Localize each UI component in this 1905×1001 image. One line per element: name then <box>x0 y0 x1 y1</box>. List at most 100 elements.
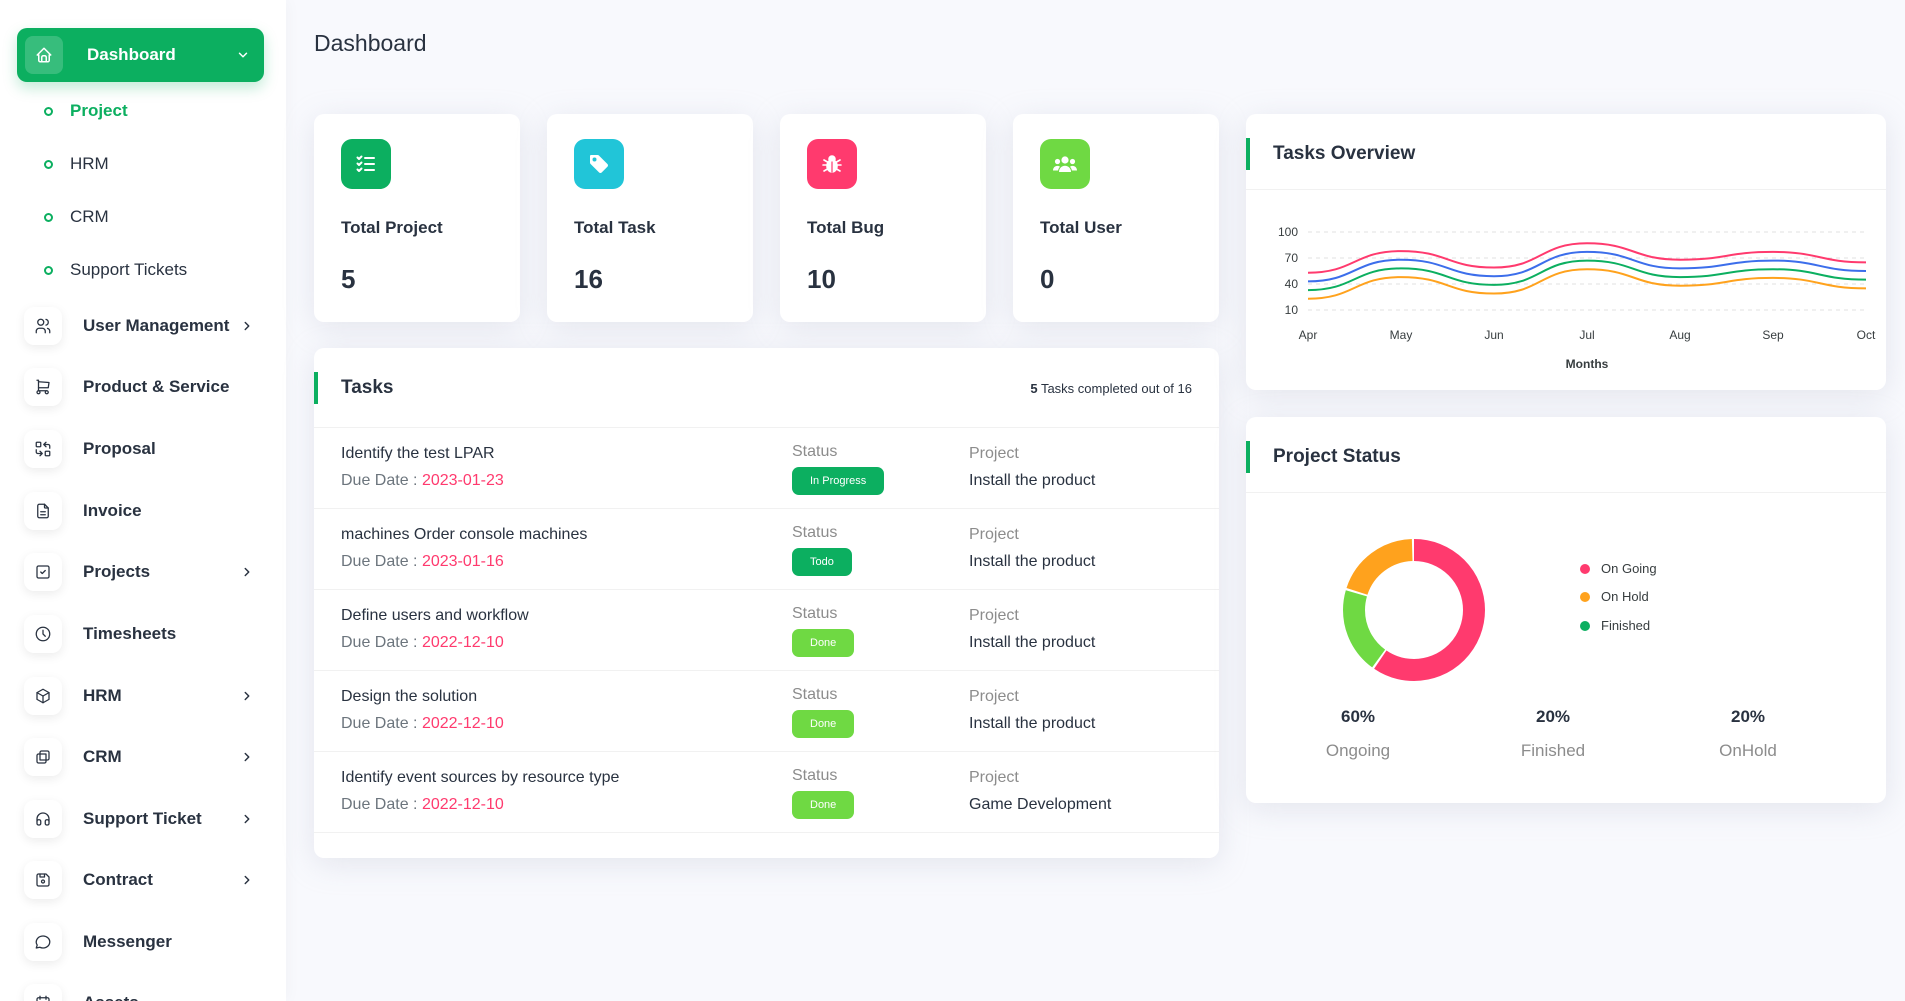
status-badge: Done <box>792 629 855 657</box>
project-name: Install the product <box>969 553 1096 570</box>
sidebar-subitem-project[interactable]: Project <box>44 101 128 121</box>
stat-card-total-user: Total User 0 <box>1013 114 1219 322</box>
x-tick-label: Jul <box>1579 328 1594 342</box>
tasks-overview-chart: 10 40 70 100 Apr May Jun Jul Aug Sep Oct Months <box>1278 225 1876 371</box>
task-name[interactable]: Design the solution <box>341 688 478 705</box>
chevron-right-icon <box>240 565 254 579</box>
stat-value: 10 <box>807 264 836 294</box>
table-row[interactable]: machines Order console machines Due Date … <box>314 509 1219 590</box>
due-label: Due Date : <box>341 796 422 813</box>
sidebar-item-proposal[interactable]: Proposal <box>24 429 264 469</box>
bullet-icon <box>44 212 53 222</box>
project-label: Project <box>969 607 1019 624</box>
task-due: Due Date : 2023-01-16 <box>341 553 504 571</box>
table-row[interactable]: Design the solution Due Date : 2022-12-10… <box>314 671 1219 752</box>
task-name[interactable]: Define users and workflow <box>341 607 529 624</box>
project-stat-onhold: 20% OnHold <box>1688 707 1808 761</box>
stat-title: Total Project <box>341 218 443 237</box>
project-label: Project <box>969 769 1019 786</box>
donut-slice-1[interactable] <box>1343 539 1485 681</box>
project-stat-value: 20% <box>1730 707 1766 726</box>
status-badge: Todo <box>792 548 852 576</box>
users-group-icon <box>1040 139 1090 189</box>
y-tick-label: 10 <box>1285 303 1299 317</box>
sidebar-item-timesheets[interactable]: Timesheets <box>24 614 264 654</box>
3d-cube-icon <box>24 677 62 715</box>
status-label: Status <box>792 605 838 622</box>
sidebar-item-crm[interactable]: CRM <box>24 737 264 777</box>
table-row[interactable]: Define users and workflow Due Date : 2022… <box>314 590 1219 671</box>
project-name: Install the product <box>969 715 1096 732</box>
project-label: Project <box>969 445 1019 462</box>
sidebar-item-label: User Management <box>83 316 230 335</box>
table-row[interactable]: Identify the test LPAR Due Date : 2023-01… <box>314 428 1219 509</box>
project-status-header: Project Status <box>1246 417 1886 493</box>
status-badge: In Progress <box>792 467 885 495</box>
sidebar-item-projects[interactable]: Projects <box>24 552 264 592</box>
sidebar-item-label: Contract <box>83 870 153 889</box>
sidebar-item-hrm[interactable]: HRM <box>24 676 264 716</box>
sidebar-subitem-support-tickets[interactable]: Support Tickets <box>44 260 187 280</box>
sidebar-subitem-hrm[interactable]: HRM <box>44 154 109 174</box>
accent-bar <box>1246 138 1250 170</box>
replace-icon <box>24 430 62 468</box>
sidebar-item-product-service[interactable]: Product & Service <box>24 367 264 407</box>
sidebar-subitem-crm[interactable]: CRM <box>44 207 109 227</box>
due-date: 2022-12-10 <box>421 715 504 732</box>
message-icon <box>24 923 62 961</box>
sidebar-item-user-management[interactable]: User Management <box>24 306 264 346</box>
bullet-icon <box>44 159 53 169</box>
donut-slice-0[interactable] <box>1343 539 1485 681</box>
task-name[interactable]: Identify the test LPAR <box>341 445 495 462</box>
task-name[interactable]: Identify event sources by resource type <box>341 769 620 786</box>
list-check-icon <box>341 139 391 189</box>
sidebar-item-contract[interactable]: Contract <box>24 860 264 900</box>
task-name[interactable]: machines Order console machines <box>341 526 588 543</box>
legend-dot <box>1580 591 1590 602</box>
task-due: Due Date : 2023-01-23 <box>341 472 504 490</box>
due-label: Due Date : <box>341 634 422 651</box>
line-series-1 <box>1307 250 1867 283</box>
sidebar-item-messenger[interactable]: Messenger <box>24 922 264 962</box>
status-label: Status <box>792 524 838 541</box>
project-stat-finished: 20% Finished <box>1493 707 1613 761</box>
tag-icon <box>574 139 624 189</box>
x-tick-label: Jun <box>1484 328 1503 342</box>
status-label: Status <box>792 443 838 460</box>
table-row[interactable]: Identify event sources by resource type D… <box>314 752 1219 833</box>
sidebar-item-assets[interactable]: Assets <box>24 983 264 1001</box>
headphones-icon <box>24 800 62 838</box>
sidebar-item-invoice[interactable]: Invoice <box>24 491 264 531</box>
due-label: Due Date : <box>341 715 422 732</box>
tasks-summary: 5 Tasks completed out of 16 <box>1030 381 1192 396</box>
page-title: Dashboard <box>314 30 427 56</box>
status-badge: Done <box>792 710 855 738</box>
calendar-icon <box>24 984 62 1001</box>
sidebar-item-dashboard[interactable]: Dashboard <box>17 28 264 82</box>
line-series-0 <box>1307 242 1867 274</box>
tasks-overview-card: Tasks Overview 10 40 70 100 Apr May Jun Jul Aug S… <box>1246 114 1886 390</box>
y-tick-label: 70 <box>1285 251 1299 265</box>
sidebar-item-support-ticket[interactable]: Support Ticket <box>24 799 264 839</box>
project-stat-label: OnHold <box>1719 741 1777 760</box>
legend-item-on-going[interactable]: On Going <box>1580 561 1657 576</box>
legend-item-finished[interactable]: Finished <box>1580 618 1650 633</box>
bullet-icon <box>44 265 53 275</box>
sidebar-item-label: Product & Service <box>83 377 230 396</box>
file-invoice-icon <box>24 492 62 530</box>
project-status-card: Project Status On Going On Hold Finished… <box>1246 417 1886 803</box>
x-tick-label: May <box>1390 328 1413 342</box>
device-floppy-icon <box>24 861 62 899</box>
line-series-2 <box>1307 259 1867 292</box>
stat-value: 16 <box>574 264 603 294</box>
legend-dot <box>1580 620 1590 631</box>
tasks-overview-header: Tasks Overview <box>1246 114 1886 190</box>
tasks-summary-text: Tasks completed out of 16 <box>1037 381 1192 396</box>
chevron-right-icon <box>240 873 254 887</box>
project-stat-ongoing: 60% Ongoing <box>1298 707 1418 761</box>
legend-dot <box>1580 563 1590 574</box>
due-date: 2022-12-10 <box>421 634 504 651</box>
legend-item-on-hold[interactable]: On Hold <box>1580 589 1649 604</box>
y-tick-label: 40 <box>1285 277 1299 291</box>
due-label: Due Date : <box>341 472 422 489</box>
